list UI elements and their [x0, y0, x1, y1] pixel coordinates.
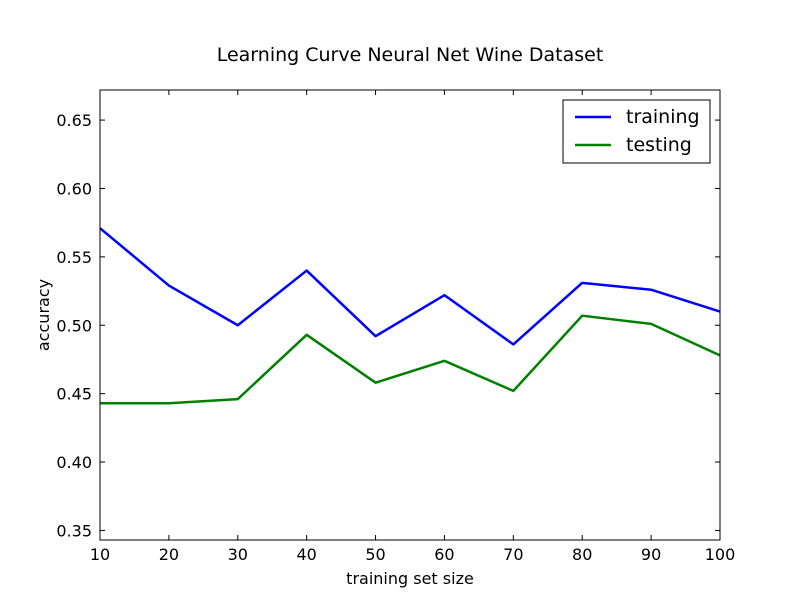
legend-label-training: training: [626, 106, 700, 128]
legend: training testing: [562, 99, 711, 164]
y-tick-label: 0.50: [56, 316, 92, 335]
x-tick-labels: 10 20 30 40 50 60 70 80 90 100: [90, 545, 735, 564]
y-tick-label: 0.40: [56, 453, 92, 472]
x-tick-label: 60: [434, 545, 454, 564]
plot-frame: [99, 89, 721, 541]
x-tick-label: 100: [705, 545, 736, 564]
y-tick-label: 0.35: [56, 521, 92, 540]
y-axis-label: accuracy: [34, 279, 53, 351]
x-tick-label: 20: [159, 545, 179, 564]
series-layer: [99, 227, 721, 405]
series-line-training: [99, 227, 721, 346]
series-line-testing: [100, 314, 721, 405]
x-tick-label: 80: [572, 545, 592, 564]
chart-title: Learning Curve Neural Net Wine Dataset: [217, 44, 604, 66]
x-tick-label: 40: [296, 545, 316, 564]
y-tick-label: 0.60: [56, 179, 92, 198]
legend-label-testing: testing: [626, 134, 692, 156]
x-axis-label: training set size: [346, 569, 474, 588]
ticks-layer: [99, 90, 721, 540]
plot-area: [99, 89, 721, 541]
x-tick-label: 90: [641, 545, 661, 564]
y-tick-labels: 0.35 0.40 0.45 0.50 0.55 0.60 0.65: [56, 111, 92, 540]
y-tick-label: 0.55: [56, 248, 92, 267]
y-tick-label: 0.45: [56, 385, 92, 404]
legend-frame: [562, 99, 711, 164]
x-tick-label: 10: [90, 545, 110, 564]
x-tick-label: 70: [503, 545, 523, 564]
x-tick-label: 30: [228, 545, 248, 564]
legend-items: training testing: [575, 106, 700, 156]
y-tick-label: 0.65: [56, 111, 92, 130]
x-tick-label: 50: [365, 545, 385, 564]
